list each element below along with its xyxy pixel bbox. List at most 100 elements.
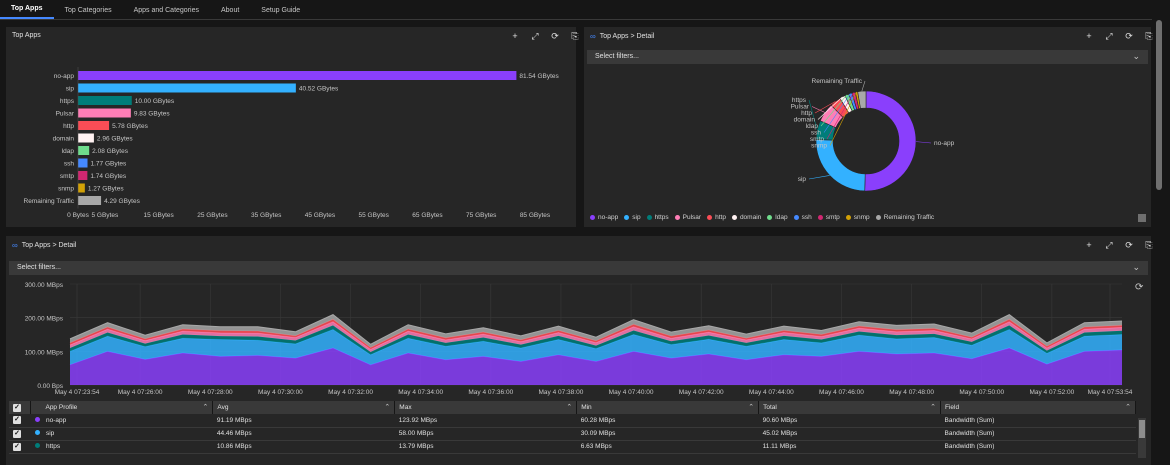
resize-handle[interactable] <box>1138 214 1146 222</box>
col-max[interactable]: Max ⌃ <box>394 401 578 414</box>
col-avg[interactable]: Avg ⌃ <box>212 401 396 414</box>
bar-value-sip: 40.52 GBytes <box>299 86 339 93</box>
legend-dot <box>731 215 737 220</box>
x-tick-label: May 4 07:53:54 <box>1088 389 1133 396</box>
slice-label-pulsar: Pulsar <box>791 104 810 111</box>
leader-smtp <box>826 92 854 140</box>
apps-table: ✓ App Profile ⌃ Avg ⌃ Max ⌃ Min ⌃ Total ⌃ Fie… <box>9 401 1136 454</box>
cell-field: Bandwidth (Sum) <box>940 427 1136 441</box>
checkbox[interactable]: ✓ <box>13 429 21 438</box>
filter-select[interactable]: Select filters... ⌄ <box>587 50 1148 64</box>
x-tick-label: May 4 07:23:54 <box>55 389 100 396</box>
export-icon[interactable]: ⎘ <box>1145 240 1153 250</box>
scroll-thumb[interactable] <box>1139 420 1145 438</box>
x-tick-label: 85 GBytes <box>520 212 551 219</box>
refresh-icon[interactable]: ⟳ <box>1125 240 1133 250</box>
donut-panel: ∞ Top Apps > Detail + ⤢ ⟳ ⎘ Select filter… <box>584 27 1153 227</box>
bar-label-sip: sip <box>66 86 75 93</box>
add-icon[interactable]: + <box>1086 240 1092 250</box>
sort-icon[interactable]: ⌃ <box>384 404 391 411</box>
expand-icon[interactable]: ⤢ <box>1105 240 1113 250</box>
col-label: Total <box>763 404 777 411</box>
export-icon[interactable]: ⎘ <box>1145 31 1153 41</box>
filter-select[interactable]: Select filters... ⌄ <box>9 261 1148 275</box>
cell-app: sip <box>30 427 213 441</box>
table-row[interactable]: ✓ no-app 91.19 MBps 123.92 MBps 60.28 MB… <box>9 414 1136 428</box>
legend-item-no-app[interactable]: no-app <box>590 214 618 221</box>
table-row[interactable]: ✓ sip 44.46 MBps 58.00 MBps 30.09 MBps 4… <box>9 427 1136 441</box>
legend-label: ssh <box>801 214 812 221</box>
sort-icon[interactable]: ⌃ <box>748 404 755 411</box>
add-icon[interactable]: + <box>512 31 518 41</box>
legend-item-pulsar[interactable]: Pulsar <box>674 214 701 221</box>
select-all-checkbox[interactable]: ✓ <box>9 401 32 414</box>
area-pulsar <box>70 321 1122 353</box>
legend-dot <box>624 215 630 220</box>
legend-item-smtp[interactable]: smtp <box>817 214 840 221</box>
row-checkbox[interactable]: ✓ <box>9 427 31 441</box>
sort-icon[interactable]: ⌃ <box>930 404 937 411</box>
legend-item-domain[interactable]: domain <box>731 214 761 221</box>
sort-icon[interactable]: ⌃ <box>566 404 573 411</box>
tab-about[interactable]: About <box>220 7 240 14</box>
legend-item-ssh[interactable]: ssh <box>793 214 812 221</box>
bar-label-https: https <box>60 98 75 105</box>
legend-item-remaining-traffic[interactable]: Remaining Traffic <box>875 214 934 221</box>
checkbox[interactable]: ✓ <box>13 403 21 412</box>
x-tick-label: May 4 07:36:00 <box>468 389 513 396</box>
bar-label-smtp: smtp <box>60 173 74 180</box>
table-row[interactable]: ✓ https 10.86 MBps 13.79 MBps 6.63 MBps … <box>9 440 1136 454</box>
slice-label-no-app: no-app <box>934 140 955 147</box>
x-tick-label: May 4 07:28:00 <box>188 389 233 396</box>
tab-apps-and-categories[interactable]: Apps and Categories <box>133 7 199 14</box>
col-total[interactable]: Total ⌃ <box>758 401 942 414</box>
legend-item-snmp[interactable]: snmp <box>845 214 870 221</box>
cell-max: 13.79 MBps <box>394 440 577 454</box>
legend-item-http[interactable]: http <box>707 214 726 221</box>
bar-value-ldap: 2.08 GBytes <box>92 148 129 155</box>
row-checkbox[interactable]: ✓ <box>9 414 31 428</box>
page-scrollbar[interactable] <box>1156 20 1162 190</box>
tab-top-apps[interactable]: Top Apps <box>0 0 54 19</box>
x-tick-label: May 4 07:26:00 <box>118 389 163 396</box>
slice-label-https: https <box>792 97 807 104</box>
expand-icon[interactable]: ⤢ <box>1105 31 1113 41</box>
refresh-icon[interactable]: ⟳ <box>1125 31 1133 41</box>
panel-toolbar: + ⤢ ⟳ ⎘ <box>1084 240 1154 250</box>
col-app-profile[interactable]: App Profile ⌃ <box>30 401 214 414</box>
bar-label-http: http <box>63 123 74 130</box>
sort-icon[interactable]: ⌃ <box>202 404 209 411</box>
tab-setup-guide[interactable]: Setup Guide <box>261 7 301 14</box>
table-scrollbar[interactable] <box>1138 418 1146 458</box>
col-min[interactable]: Min ⌃ <box>576 401 760 414</box>
cell-text: no-app <box>45 416 67 424</box>
reset-zoom-icon[interactable]: ⟳ <box>1135 282 1144 293</box>
legend-item-ldap[interactable]: ldap <box>767 214 788 221</box>
slice-label-remaining-traffic: Remaining Traffic <box>812 78 863 85</box>
slice-label-sip: sip <box>798 176 807 183</box>
x-tick-label: 5 GBytes <box>92 212 119 219</box>
cell-app: https <box>30 440 213 454</box>
table-header-row: ✓ App Profile ⌃ Avg ⌃ Max ⌃ Min ⌃ Total ⌃ Fie… <box>9 401 1136 414</box>
refresh-icon[interactable]: ⟳ <box>551 31 559 41</box>
x-tick-label: May 4 07:48:00 <box>889 389 934 396</box>
slice-no-app <box>864 90 917 192</box>
x-tick-label: May 4 07:30:00 <box>258 389 303 396</box>
legend-item-https[interactable]: https <box>646 214 669 221</box>
legend-item-sip[interactable]: sip <box>624 214 641 221</box>
x-tick-label: May 4 07:38:00 <box>539 389 584 396</box>
checkbox[interactable]: ✓ <box>13 442 21 451</box>
checkbox[interactable]: ✓ <box>13 416 21 425</box>
add-icon[interactable]: + <box>1086 31 1092 41</box>
x-tick-label: May 4 07:42:00 <box>679 389 724 396</box>
donut-legend: no-app sip https Pulsar http domain ldap ssh smt… <box>590 214 934 221</box>
col-field[interactable]: Field ⌃ <box>940 401 1136 414</box>
cell-text: https <box>45 443 61 450</box>
bar-label-pulsar: Pulsar <box>56 111 75 118</box>
tab-top-categories[interactable]: Top Categories <box>64 7 112 14</box>
cell-app: no-app <box>30 414 213 428</box>
export-icon[interactable]: ⎘ <box>571 31 579 41</box>
row-checkbox[interactable]: ✓ <box>9 440 31 454</box>
sort-icon[interactable]: ⌃ <box>1125 404 1131 411</box>
expand-icon[interactable]: ⤢ <box>531 31 539 41</box>
